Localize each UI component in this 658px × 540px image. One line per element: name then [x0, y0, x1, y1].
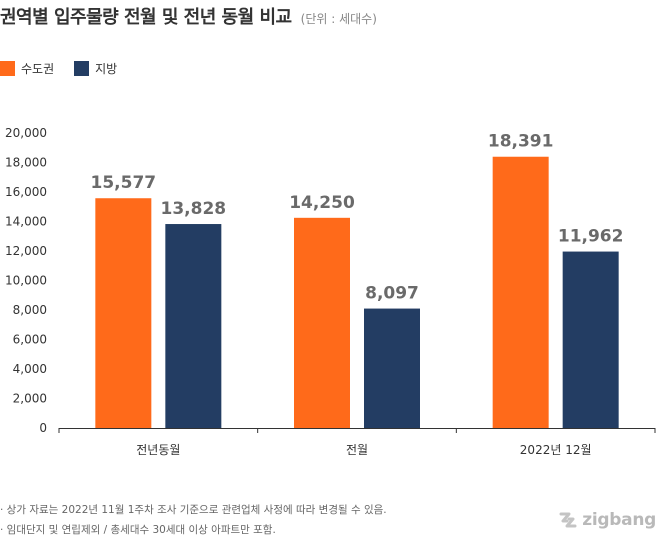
bar-capital: [95, 198, 152, 428]
data-label: 11,962: [558, 227, 624, 247]
bar-capital: [492, 156, 549, 428]
legend-label-1: 지방: [95, 62, 118, 76]
legend-swatch-1: [74, 61, 90, 76]
data-label: 13,828: [161, 199, 227, 219]
y-tick-label: 16,000: [5, 185, 47, 199]
y-tick-label: 6,000: [13, 333, 47, 347]
bar-chart: 0 2,000 4,000 6,000 8,000 10,000 12,000 14,000 1…: [5, 126, 656, 457]
data-label: 15,577: [91, 173, 157, 193]
zigbang-logo-text: zigbang: [582, 510, 656, 530]
y-tick-label: 4,000: [13, 362, 47, 376]
y-tick-label: 20,000: [5, 126, 47, 140]
data-label: 8,097: [365, 284, 419, 304]
bar-regional: [562, 251, 619, 428]
legend: 수도권 지방: [0, 60, 137, 77]
y-tick-label: 0: [39, 421, 47, 435]
legend-item-1: 지방: [74, 60, 117, 77]
y-tick-label: 2,000: [13, 392, 47, 406]
zigbang-logo-icon: [559, 512, 577, 528]
legend-label-0: 수도권: [21, 62, 55, 76]
data-label: 18,391: [488, 132, 554, 152]
title-row: 권역별 입주물량 전월 및 전년 동월 비교 (단위 : 세대수): [0, 3, 377, 29]
y-tick-label: 10,000: [5, 274, 47, 288]
chart-title: 권역별 입주물량 전월 및 전년 동월 비교: [0, 7, 292, 28]
bar-capital: [294, 217, 350, 428]
bar-regional: [165, 224, 222, 428]
y-tick-label: 12,000: [5, 244, 47, 258]
x-tick-label: 2022년 12월: [520, 443, 592, 457]
y-tick-label: 14,000: [5, 215, 47, 229]
x-tick-label: 전년동월: [136, 443, 180, 457]
legend-item-0: 수도권: [0, 60, 54, 77]
x-tick-label: 전월: [346, 443, 368, 457]
zigbang-logo: zigbang: [557, 510, 656, 530]
footnote-1: · 임대단지 및 연립제외 / 총세대수 30세대 이상 아파트만 포함.: [0, 524, 276, 536]
footnotes: · 상가 자료는 2022년 11월 1주차 조사 기준으로 관련업체 사정에 …: [0, 500, 387, 540]
y-tick-label: 18,000: [5, 156, 47, 170]
data-label: 14,250: [289, 193, 355, 213]
chart-subtitle: (단위 : 세대수): [300, 12, 377, 26]
bar-regional: [364, 308, 420, 428]
footnote-0: · 상가 자료는 2022년 11월 1주차 조사 기준으로 관련업체 사정에 …: [0, 504, 387, 516]
legend-swatch-0: [0, 61, 15, 76]
y-tick-label: 8,000: [13, 303, 47, 317]
